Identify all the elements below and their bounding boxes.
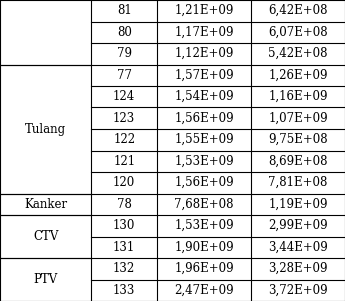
Text: PTV: PTV — [33, 273, 58, 286]
Text: 1,26E+09: 1,26E+09 — [268, 69, 328, 82]
Text: 1,90E+09: 1,90E+09 — [174, 241, 234, 254]
Text: 132: 132 — [113, 262, 135, 275]
Text: 3,44E+09: 3,44E+09 — [268, 241, 328, 254]
Text: 2,47E+09: 2,47E+09 — [174, 284, 234, 297]
Text: 1,55E+09: 1,55E+09 — [174, 133, 234, 146]
Text: 1,16E+09: 1,16E+09 — [268, 90, 328, 103]
Text: 2,99E+09: 2,99E+09 — [268, 219, 328, 232]
Text: 1,56E+09: 1,56E+09 — [174, 176, 234, 189]
Text: 133: 133 — [113, 284, 135, 297]
Text: 1,19E+09: 1,19E+09 — [268, 198, 328, 211]
Text: 80: 80 — [117, 26, 132, 39]
Text: 1,07E+09: 1,07E+09 — [268, 112, 328, 125]
Text: 3,72E+09: 3,72E+09 — [268, 284, 328, 297]
Text: 122: 122 — [113, 133, 135, 146]
Text: 131: 131 — [113, 241, 135, 254]
Text: 8,69E+08: 8,69E+08 — [268, 155, 328, 168]
Text: 120: 120 — [113, 176, 135, 189]
Text: 3,28E+09: 3,28E+09 — [268, 262, 328, 275]
Text: 1,12E+09: 1,12E+09 — [174, 47, 234, 60]
Text: 1,53E+09: 1,53E+09 — [174, 219, 234, 232]
Text: Kanker: Kanker — [24, 198, 67, 211]
Text: 1,96E+09: 1,96E+09 — [174, 262, 234, 275]
Text: 9,75E+08: 9,75E+08 — [268, 133, 328, 146]
Text: 78: 78 — [117, 198, 132, 211]
Text: 6,42E+08: 6,42E+08 — [268, 4, 328, 17]
Text: 1,56E+09: 1,56E+09 — [174, 112, 234, 125]
Text: 1,21E+09: 1,21E+09 — [174, 4, 234, 17]
Text: 1,57E+09: 1,57E+09 — [174, 69, 234, 82]
Text: 6,07E+08: 6,07E+08 — [268, 26, 328, 39]
Text: 1,54E+09: 1,54E+09 — [174, 90, 234, 103]
Text: 7,68E+08: 7,68E+08 — [174, 198, 234, 211]
Text: 130: 130 — [113, 219, 135, 232]
Text: 121: 121 — [113, 155, 135, 168]
Text: 1,17E+09: 1,17E+09 — [174, 26, 234, 39]
Text: 77: 77 — [117, 69, 132, 82]
Text: 124: 124 — [113, 90, 135, 103]
Text: 79: 79 — [117, 47, 132, 60]
Text: 1,53E+09: 1,53E+09 — [174, 155, 234, 168]
Text: 5,42E+08: 5,42E+08 — [268, 47, 328, 60]
Text: CTV: CTV — [33, 230, 58, 243]
Text: Tulang: Tulang — [25, 123, 66, 135]
Text: 81: 81 — [117, 4, 131, 17]
Text: 7,81E+08: 7,81E+08 — [268, 176, 328, 189]
Text: 123: 123 — [113, 112, 135, 125]
